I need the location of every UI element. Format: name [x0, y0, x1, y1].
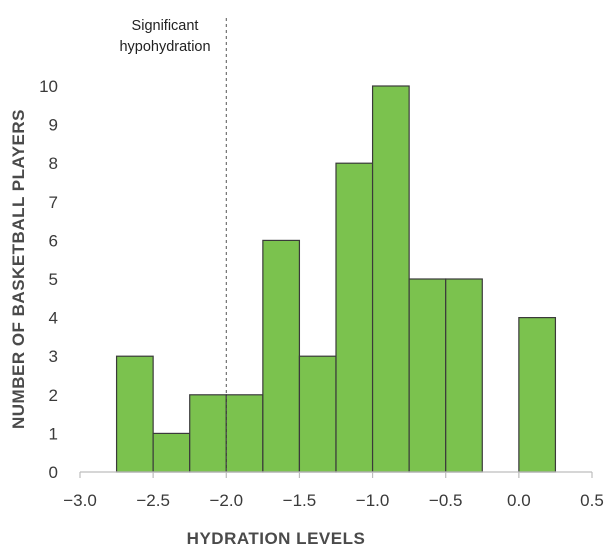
y-tick-label: 5: [49, 270, 58, 289]
y-tick-label: 8: [49, 154, 58, 173]
x-axis: [80, 472, 592, 478]
x-tick-labels: −3.0 −2.5 −2.0 −1.5 −1.0 −0.5 0.0 0.5: [63, 491, 604, 510]
x-tick-label: −2.0: [210, 491, 244, 510]
y-tick-label: 6: [49, 231, 58, 250]
x-tick-label: −3.0: [63, 491, 97, 510]
bars-group: [117, 86, 556, 472]
histogram-bar: [190, 395, 227, 472]
annotation-line-1: Significant: [132, 18, 199, 34]
y-tick-labels: 0 1 2 3 4 5 6 7 8 9 10: [39, 77, 58, 482]
histogram-bar: [153, 433, 190, 472]
histogram-bar: [336, 163, 373, 472]
y-axis-title: NUMBER OF BASKETBALL PLAYERS: [9, 109, 28, 429]
y-tick-label: 7: [49, 193, 58, 212]
y-tick-label: 9: [49, 116, 58, 135]
y-tick-label: 10: [39, 77, 58, 96]
y-tick-label: 2: [49, 386, 58, 405]
histogram-bar: [299, 356, 336, 472]
histogram-bar: [446, 279, 483, 472]
y-tick-label: 3: [49, 347, 58, 366]
x-axis-title: HYDRATION LEVELS: [187, 529, 366, 548]
x-tick-label: 0.5: [580, 491, 604, 510]
x-tick-label: −0.5: [429, 491, 463, 510]
histogram-bar: [117, 356, 154, 472]
y-tick-label: 1: [49, 424, 58, 443]
x-tick-label: −1.0: [356, 491, 390, 510]
histogram-bar: [226, 395, 263, 472]
y-tick-label: 4: [49, 309, 58, 328]
y-tick-label: 0: [49, 463, 58, 482]
x-tick-label: −2.5: [136, 491, 170, 510]
histogram-bar: [519, 318, 556, 472]
histogram-bar: [373, 86, 410, 472]
annotation-line-2: hypohydration: [119, 39, 210, 55]
x-tick-label: 0.0: [507, 491, 531, 510]
histogram-bar: [263, 240, 300, 472]
histogram-bar: [409, 279, 446, 472]
x-tick-label: −1.5: [283, 491, 317, 510]
